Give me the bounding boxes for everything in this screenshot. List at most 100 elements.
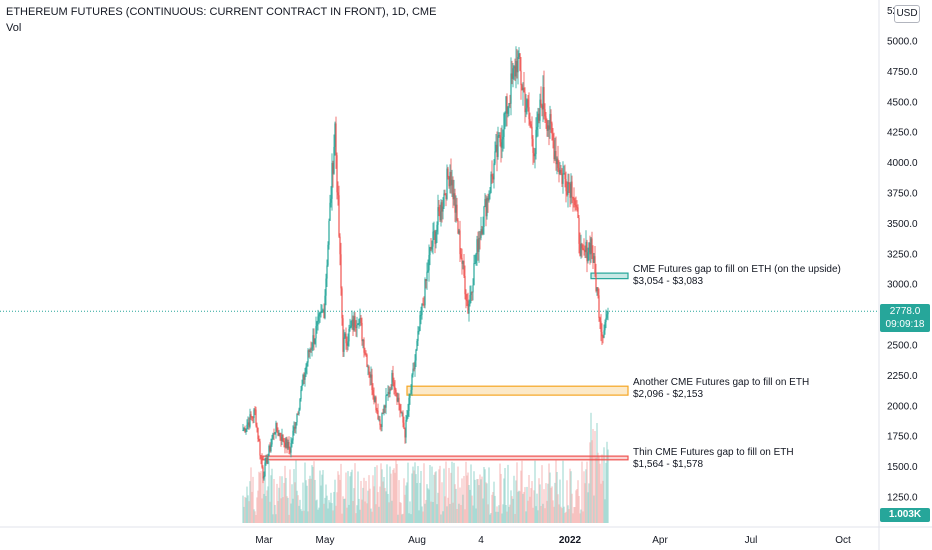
volume-bar (404, 494, 406, 523)
volume-bar (538, 478, 540, 523)
volume-bar (376, 465, 378, 523)
candle-body (469, 295, 471, 304)
candle-body (247, 422, 249, 425)
volume-bar (349, 476, 351, 523)
volume-bar (364, 501, 366, 523)
candle-body (294, 426, 296, 429)
candle-body (380, 425, 382, 428)
candle-body (607, 311, 609, 315)
candle-body (355, 327, 357, 329)
candle-body (249, 414, 251, 427)
volume-bar (486, 483, 488, 523)
candle-body (458, 230, 460, 234)
volume-bar (524, 487, 526, 523)
candle-body (352, 319, 354, 330)
volume-bar (322, 470, 324, 523)
volume-bar (319, 470, 321, 523)
volume-bar (395, 460, 397, 523)
volume-bar (601, 454, 603, 523)
volume-bar (476, 479, 478, 523)
volume-bar (256, 497, 258, 523)
candle-body (580, 243, 582, 256)
volume-bar (357, 471, 359, 523)
volume-bar (428, 489, 430, 523)
volume-bar (356, 505, 358, 523)
candle-body (325, 278, 327, 296)
candle-body (372, 390, 374, 395)
candle-body (423, 304, 425, 306)
volume-bar (574, 507, 576, 523)
volume-bar (485, 482, 487, 523)
candle-body (504, 113, 506, 114)
volume-bar (454, 484, 456, 523)
volume-value-badge: 1.003K (880, 508, 930, 522)
volume-bar (491, 494, 493, 523)
volume-bar (414, 462, 416, 523)
candle-body (399, 404, 401, 411)
candle-body (492, 176, 494, 180)
volume-bar (494, 495, 496, 523)
candle-body (301, 385, 303, 390)
volume-bar (590, 412, 592, 523)
volume-bar (460, 505, 462, 523)
candle-body (414, 360, 416, 370)
candle-body (524, 92, 526, 113)
volume-bar (296, 490, 298, 523)
volume-indicator-label[interactable]: Vol (6, 22, 22, 34)
gap-label: CME Futures gap to fill on ETH (on the u… (633, 264, 841, 275)
currency-selector-button[interactable]: USD (894, 5, 920, 23)
volume-bar (336, 492, 338, 523)
candle-body (606, 314, 608, 318)
candle-body (270, 444, 272, 452)
volume-bar (390, 473, 392, 523)
candle-body (497, 135, 499, 157)
volume-bar (292, 498, 294, 523)
volume-bar (586, 461, 588, 523)
volume-bar (582, 511, 584, 523)
candle-body (356, 324, 358, 328)
candle-body (248, 422, 250, 427)
volume-bar (580, 509, 582, 523)
volume-bar (472, 505, 474, 523)
price-tick-label: 3500.0 (887, 219, 918, 230)
price-tick-label: 3250.0 (887, 249, 918, 260)
volume-bar (377, 492, 379, 523)
volume-bar (545, 483, 547, 523)
candle-body (528, 107, 530, 120)
candle-body (381, 412, 383, 428)
candle-body (419, 315, 421, 331)
candle-body (578, 217, 580, 244)
volume-bar (323, 503, 325, 523)
volume-bar (385, 491, 387, 523)
candle-body (425, 279, 427, 281)
volume-bar (269, 501, 271, 523)
volume-bar (436, 504, 438, 523)
candle-body (385, 395, 387, 408)
candle-body (598, 295, 600, 318)
volume-bar (447, 497, 449, 523)
candle-body (283, 441, 285, 443)
candle-body (475, 254, 477, 264)
chart-title: ETHEREUM FUTURES (CONTINUOUS: CURRENT CO… (6, 6, 437, 18)
volume-bar (351, 469, 353, 523)
volume-bar (401, 514, 403, 523)
candle-body (376, 410, 378, 412)
volume-bar (467, 472, 469, 523)
volume-bar (391, 500, 393, 523)
volume-bar (455, 488, 457, 523)
candle-body (569, 184, 571, 198)
volume-bar (253, 509, 255, 523)
bar-countdown: 09:09:18 (885, 319, 925, 330)
candle-body (396, 392, 398, 402)
volume-bar (406, 482, 408, 523)
volume-bar (552, 500, 554, 523)
candle-body (284, 442, 286, 448)
candle-body (342, 318, 344, 352)
candle-body (327, 244, 329, 266)
gap-range: $3,054 - $3,083 (633, 276, 703, 287)
volume-bar (402, 513, 404, 523)
candle-body (285, 438, 287, 448)
candle-body (370, 374, 372, 378)
candle-body (349, 327, 351, 329)
